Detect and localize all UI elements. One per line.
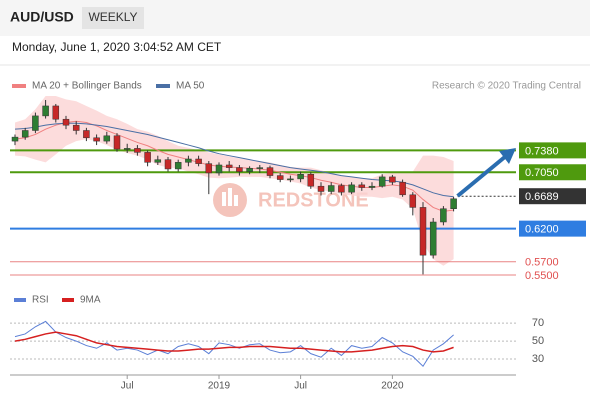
level-box	[519, 220, 586, 237]
candle-body	[62, 118, 70, 126]
y-tick-label: 30	[532, 353, 544, 365]
indicator-line	[14, 320, 454, 367]
level-label: 0.5500	[525, 270, 559, 282]
candle-body	[246, 168, 253, 172]
bollinger-band	[15, 96, 454, 266]
candle-body	[378, 176, 386, 187]
candle-body	[195, 158, 202, 164]
candle-body	[236, 167, 243, 172]
legend-swatch	[62, 298, 74, 302]
candle-body	[72, 124, 80, 131]
x-tick-label: 2019	[208, 381, 231, 392]
forecast-arrowhead	[499, 148, 516, 164]
candle-body	[32, 115, 39, 131]
legend-swatch	[14, 298, 26, 302]
period: WEEKLY	[88, 10, 137, 24]
candle-body	[368, 185, 376, 188]
x-tick-label: Jul	[121, 381, 134, 392]
date: Monday, June 1, 2020 3:04:52 AM CET	[12, 40, 222, 54]
x-tick-label: Jul	[294, 381, 307, 392]
logo-bar	[234, 195, 238, 206]
y-tick-label: 50	[532, 335, 544, 347]
legend-label: 9MA	[80, 295, 101, 306]
level-label: 0.6200	[525, 224, 559, 236]
candle-body	[103, 135, 111, 142]
legend-label: MA 50	[176, 81, 205, 92]
logo-bar	[222, 192, 226, 206]
candle-body	[256, 167, 264, 169]
candle-body	[450, 198, 457, 209]
x-tick-label: 2020	[381, 381, 404, 392]
legend-swatch	[156, 84, 170, 88]
candle-body	[123, 148, 131, 150]
forecast-arrow	[456, 154, 508, 198]
level-label: 0.7050	[525, 167, 559, 179]
legend-label: MA 20 + Bollinger Bands	[32, 81, 142, 92]
candle-body	[440, 208, 447, 223]
candle-body	[134, 148, 141, 153]
candle-body	[83, 130, 90, 139]
credit: Research © 2020 Trading Central	[432, 81, 581, 92]
legend-swatch	[12, 84, 26, 88]
candle-body	[205, 163, 213, 174]
candle-body	[42, 105, 49, 117]
candle-body	[93, 137, 100, 142]
symbol: AUD/USD	[10, 9, 74, 25]
level-box	[519, 142, 586, 159]
candle-body	[307, 174, 315, 187]
legend-label: RSI	[32, 295, 49, 306]
candle-body	[52, 105, 60, 120]
candle-body	[11, 136, 19, 142]
level-box	[519, 188, 586, 205]
candle-body	[327, 185, 335, 192]
candle-body	[409, 194, 417, 208]
level-box	[519, 164, 586, 181]
candle-body	[429, 221, 437, 256]
candle-body	[225, 164, 233, 168]
candle-body	[164, 159, 172, 170]
candle-body	[174, 162, 182, 170]
logo-bar	[228, 188, 232, 206]
candle-body	[215, 164, 223, 174]
candle-body	[154, 159, 162, 163]
candle-body	[317, 185, 325, 192]
candle-body	[348, 184, 355, 193]
candle-body	[297, 174, 304, 180]
candle-body	[287, 178, 294, 181]
candle-body	[185, 158, 192, 163]
candle-body	[358, 184, 366, 188]
candle-body	[389, 176, 396, 183]
level-label: 0.5700	[525, 257, 559, 269]
candle-body	[419, 207, 427, 256]
y-tick-label: 70	[532, 317, 544, 329]
candle-body	[399, 181, 406, 196]
candle-body	[266, 167, 274, 176]
candle-body	[276, 175, 284, 180]
candle-body	[21, 130, 29, 138]
watermark-logo	[213, 183, 247, 217]
level-label: 0.6689	[525, 191, 559, 203]
level-label: 0.7380	[525, 145, 559, 157]
period-box	[82, 7, 144, 29]
candle-body	[338, 185, 345, 193]
candle-body	[144, 152, 151, 163]
candle-body	[113, 135, 121, 150]
indicator-line	[14, 331, 454, 353]
